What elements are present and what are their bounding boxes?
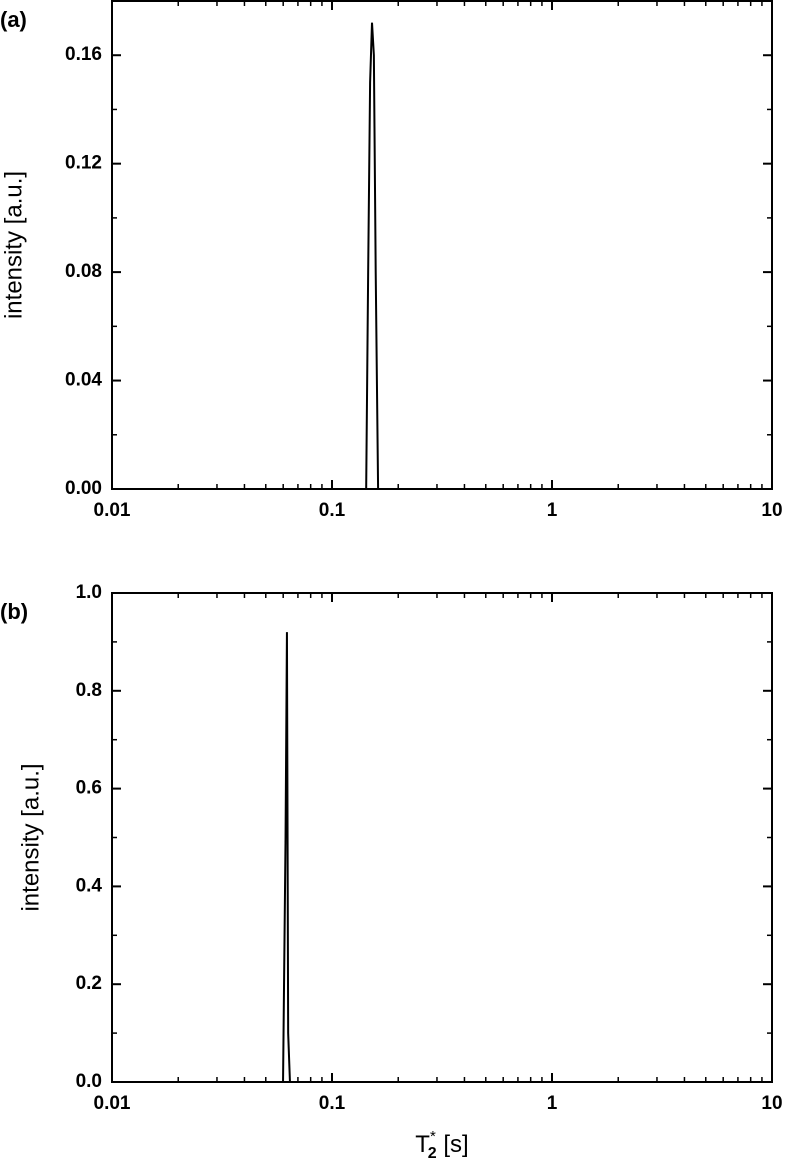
y-axis-label: intensity [a.u.] [17,763,44,911]
y-tick-label: 0.12 [65,153,102,174]
x-tick-label: 1 [547,1093,558,1114]
x-tick-label: 0.1 [319,500,346,521]
panel-label: (b) [0,599,28,624]
x-tick-label: 0.01 [94,1093,131,1114]
y-tick-label: 0.4 [76,875,103,896]
y-axis-label: intensity [a.u.] [0,171,27,319]
y-tick-label: 0.08 [65,261,102,282]
y-tick-label: 0.04 [65,370,102,391]
y-tick-label: 0.6 [76,778,102,799]
x-tick-label: 10 [761,500,782,521]
y-tick-label: 0.16 [65,44,102,65]
y-tick-label: 0.00 [65,478,102,499]
x-axis-label-superscript: * [430,1128,436,1145]
data-line [365,22,380,490]
plot-frame [111,0,773,490]
x-tick-label: 1 [547,500,558,521]
plot-frame [111,592,773,1083]
x-axis-label: T* 2 [s] [415,1128,468,1162]
panel-label: (a) [0,7,27,32]
x-axis-label-base: T [415,1131,430,1158]
data-line [282,632,291,1083]
y-tick-label: 0.2 [76,973,102,994]
x-tick-label: 0.01 [94,500,131,521]
x-tick-label: 10 [761,1093,782,1114]
x-axis-label-rest: [s] [437,1131,469,1158]
x-tick-label: 0.1 [319,1093,346,1114]
y-tick-label: 1.0 [76,582,102,603]
y-tick-label: 0.8 [76,680,102,701]
y-tick-label: 0.0 [76,1071,102,1092]
x-axis-label-subscript: 2 [428,1145,437,1162]
